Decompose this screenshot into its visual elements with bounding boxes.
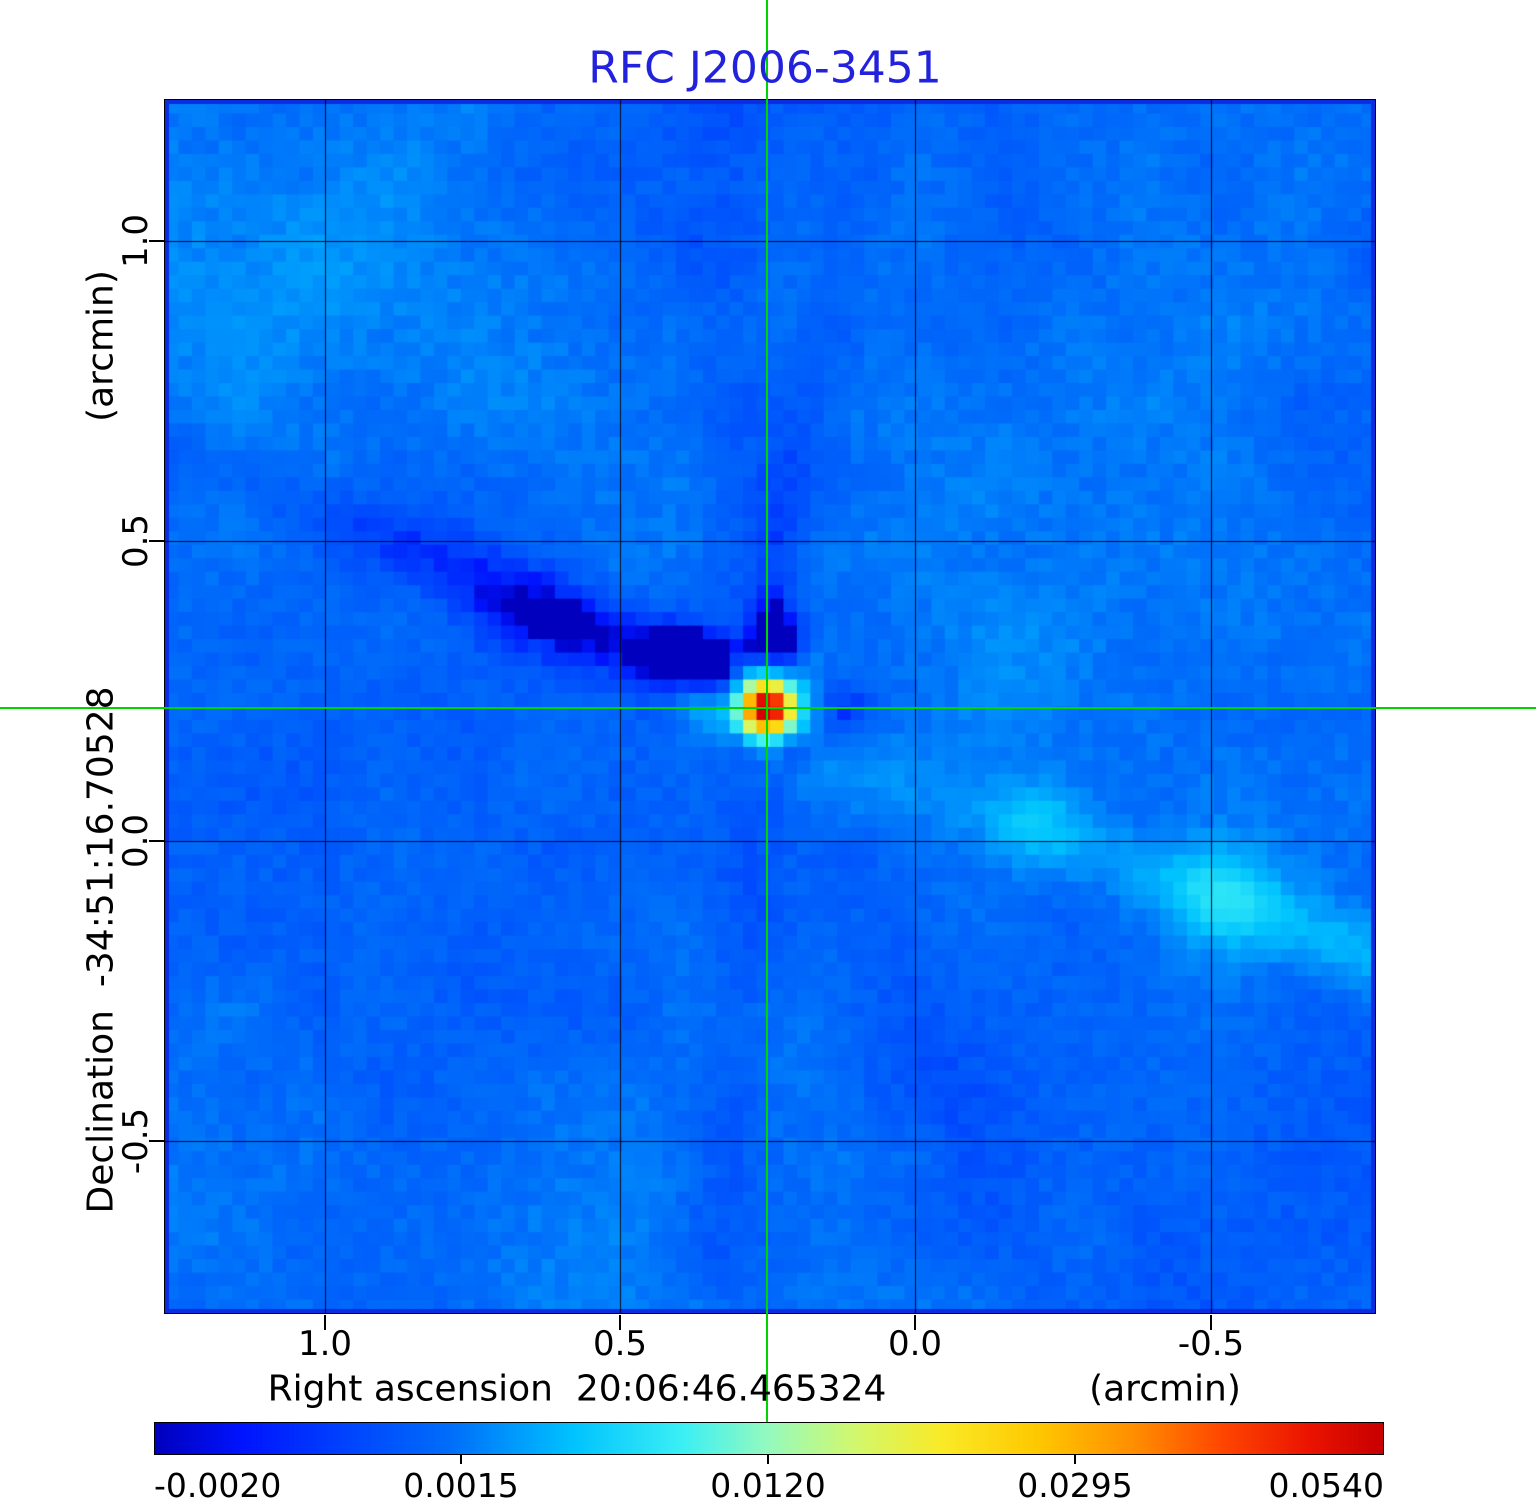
colorbar-canvas [155,1423,1383,1454]
crosshair-vertical-line [766,0,768,1422]
y-axis-title: Declination -34:51:16.70528 [80,686,122,1214]
x-axis-title: Right ascension 20:06:46.465324 [267,1368,887,1410]
y-tick-mark [149,1140,164,1142]
x-tick-label: -0.5 [1177,1324,1245,1364]
y-tick-label: 0.0 [116,813,156,869]
x-tick-label: 0.0 [887,1324,943,1364]
plot-title: RFC J2006-3451 [588,42,942,94]
colorbar-tick-label: 0.0015 [403,1466,519,1505]
colorbar [154,1422,1384,1455]
x-tick-mark [619,1315,621,1330]
x-tick-label: 1.0 [297,1324,353,1364]
x-tick-mark [1210,1315,1212,1330]
y-tick-mark [149,540,164,542]
colorbar-tick-label: 0.0120 [710,1466,826,1505]
map-canvas [165,100,1375,1313]
x-tick-label: 0.5 [592,1324,648,1364]
y-axis-unit-label: (arcmin) [80,270,122,422]
x-axis-unit-label: (arcmin) [1089,1368,1241,1410]
colorbar-tick-label: -0.0020 [154,1466,282,1505]
y-tick-label: 1.0 [116,213,156,269]
colorbar-tick-mark [767,1455,769,1464]
y-tick-mark [149,840,164,842]
crosshair-horizontal-line [0,707,1536,709]
y-tick-label: 0.5 [116,513,156,569]
colorbar-tick-label: 0.0295 [1017,1466,1133,1505]
colorbar-tick-mark [1074,1455,1076,1464]
colorbar-tick-mark [460,1455,462,1464]
x-tick-mark [914,1315,916,1330]
plot-frame [164,99,1376,1314]
y-tick-mark [149,240,164,242]
x-tick-mark [324,1315,326,1330]
y-tick-label: -0.5 [116,1107,156,1175]
colorbar-tick-label: 0.0540 [1268,1466,1384,1505]
